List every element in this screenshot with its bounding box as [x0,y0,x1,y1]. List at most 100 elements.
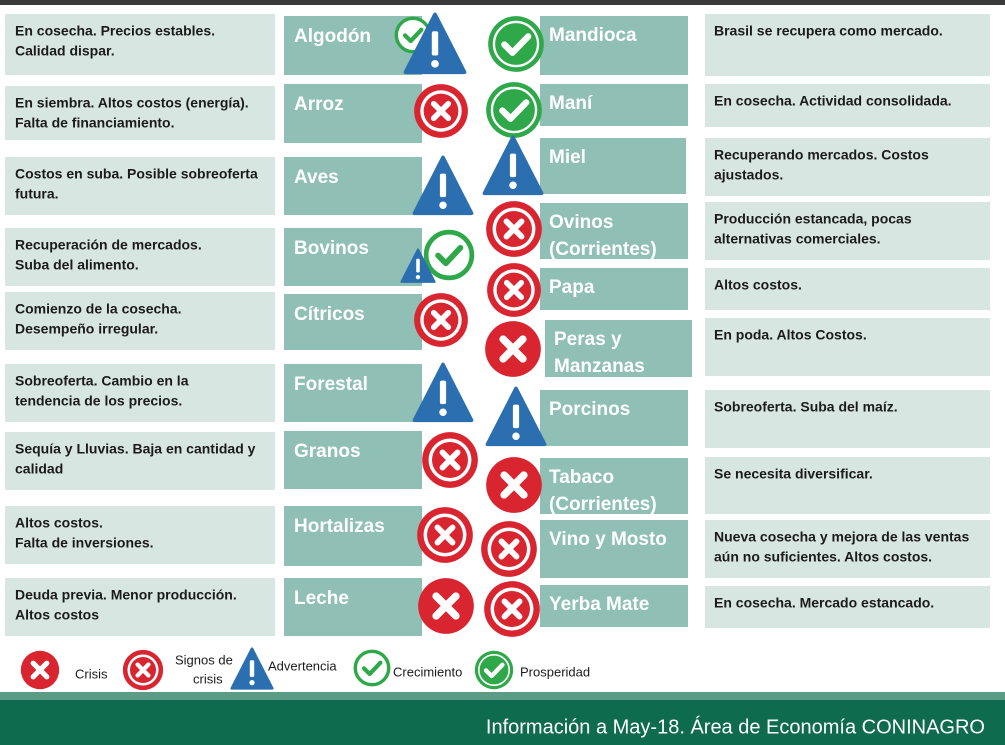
product: Leche [294,588,349,609]
description: Falta de financiamiento. [15,115,174,131]
product: (Corrientes) [549,494,657,515]
status-icon [418,578,474,634]
status-icon [485,386,547,447]
footer-stripe [0,692,1005,700]
description: Falta de inversiones. [15,535,154,551]
product: Granos [294,441,361,462]
status-icon [414,293,468,347]
description-box [5,86,275,140]
product: Arroz [294,94,344,115]
product: Tabaco [549,467,614,488]
product: Vino y Mosto [549,529,667,550]
description-box [705,586,990,628]
description: En siembra. Altos costos (energía). [15,95,249,111]
description: Comienzo de la cosecha. [15,301,182,317]
status-icon [355,651,388,684]
product-box [284,84,422,143]
status-icon [481,521,537,577]
product: (Corrientes) [549,239,657,260]
description-box [705,84,990,127]
description-box [5,506,275,564]
status-icon [485,321,541,377]
product-box [284,157,422,215]
product: Miel [549,147,586,168]
description-box [5,228,275,286]
description-box [705,457,990,514]
legend-label: crisis [193,671,223,686]
description-box [5,578,275,636]
product: Ovinos [549,212,613,233]
product: Peras y [554,329,622,350]
description: Calidad dispar. [15,43,115,59]
status-icon [230,647,274,690]
status-icon [486,82,542,138]
product: Papa [549,277,595,298]
description-box [5,432,275,490]
description-box [5,292,275,350]
description: Recuperación de mercados. [15,237,202,253]
description: alternativas comerciales. [714,231,881,247]
top-border [0,0,1005,5]
status-icon [486,201,542,257]
product: Maní [549,93,593,114]
status-icon [414,84,468,138]
description: Deuda previa. Menor producción. [15,587,237,603]
description: En cosecha. Actividad consolidada. [714,93,952,109]
description: Sequía y Lluvias. Baja en cantidad y [15,441,256,457]
description: Suba del alimento. [15,257,139,273]
product: Porcinos [549,399,630,420]
status-icon [486,457,542,513]
product-box [545,320,692,377]
product-box [284,431,422,489]
description-box [705,14,990,76]
product-box [540,390,688,446]
description: aún no suficientes. Altos costos. [714,549,932,565]
product-box [540,84,688,126]
description-box [705,520,990,578]
description: Altos costos [15,607,99,623]
product-box [284,228,422,286]
status-icon [21,651,59,689]
product: Bovinos [294,238,369,259]
description: Se necesita diversificar. [714,466,873,482]
status-icon [412,362,474,423]
status-icon [412,155,474,216]
product: Forestal [294,374,368,395]
description: Sobreoferta. Cambio en la [15,373,189,389]
description: tendencia de los precios. [15,393,182,409]
status-icon [484,581,540,637]
footer-text: Información a May-18. Área de Economía C… [486,715,985,738]
description: Sobreoferta. Suba del maíz. [714,399,898,415]
product-box [540,138,686,194]
description-box [5,14,275,75]
description: Producción estancada, pocas [714,211,912,227]
legend-label: Advertencia [268,658,337,673]
product: Algodón [294,26,371,47]
product-box [284,294,422,350]
product: Cítricos [294,304,365,325]
description-box [705,268,990,310]
description: futura. [15,186,59,202]
description-box [705,318,990,376]
product: Manzanas [554,356,645,377]
description: Recuperando mercados. Costos [714,147,929,163]
product-box [540,458,688,514]
description: Altos costos. [15,515,103,531]
product-box [284,578,422,636]
footer-band [0,692,1005,745]
description: En cosecha. Precios estables. [15,23,215,39]
description-box [705,138,990,196]
status-icon [422,432,478,488]
status-icon [487,263,541,317]
description: ajustados. [714,167,783,183]
legend-label: Signos de [175,652,233,667]
description: Brasil se recupera como mercado. [714,23,943,39]
product: Aves [294,167,339,188]
product-box [540,16,688,75]
legend-label: Crecimiento [393,664,462,679]
legend-label: Crisis [75,666,108,681]
description-box [705,202,990,260]
status-icon [482,135,544,196]
